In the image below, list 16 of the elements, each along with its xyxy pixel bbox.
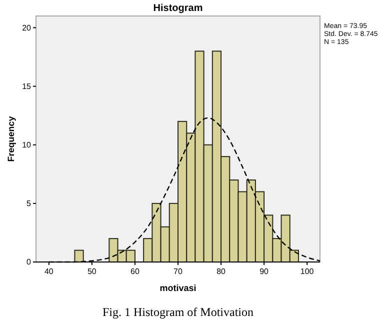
y-tick-label: 0 (26, 258, 32, 267)
x-axis-title: motivasi (160, 283, 196, 293)
x-tick-label: 80 (216, 267, 226, 276)
x-tick-label: 90 (260, 267, 270, 276)
y-tick-label: 15 (22, 82, 32, 91)
x-tick-label: 50 (87, 267, 97, 276)
x-tick-label: 40 (44, 267, 54, 276)
x-tick-label: 100 (300, 267, 314, 276)
x-tick-label: 70 (174, 267, 183, 276)
chart-title: Histogram (153, 3, 203, 14)
y-tick-label: 10 (22, 140, 32, 150)
y-axis-title: Frequency (6, 116, 16, 162)
y-tick-label: 5 (26, 198, 32, 208)
y-tick-label: 20 (22, 23, 32, 32)
x-tick-label: 60 (130, 267, 140, 276)
caption: Fig. 1 Histogram of Motivation (102, 305, 254, 319)
